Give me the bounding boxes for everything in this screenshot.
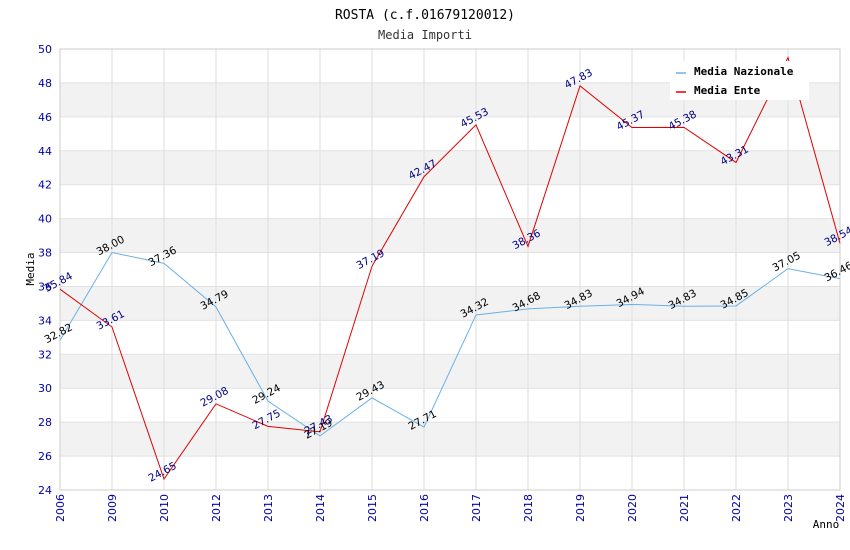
y-tick-label: 46: [38, 111, 52, 124]
x-tick-label: 2023: [782, 494, 795, 522]
chart-subtitle: Media Importi: [378, 28, 472, 42]
y-tick-label: 38: [38, 247, 52, 260]
grid-band: [60, 422, 840, 457]
x-tick-label: 2013: [262, 494, 275, 522]
x-tick-label: 2015: [366, 494, 379, 522]
x-tick-label: 2009: [106, 494, 119, 522]
x-tick-label: 2020: [626, 494, 639, 522]
y-axis-label: Media: [24, 252, 37, 285]
y-tick-label: 42: [38, 179, 52, 192]
y-tick-label: 32: [38, 348, 52, 361]
grid-band: [60, 286, 840, 321]
legend-box: [670, 61, 809, 100]
x-tick-label: 2017: [470, 494, 483, 522]
legend-label-nazionale: Media Nazionale: [694, 65, 794, 78]
y-tick-label: 44: [38, 145, 52, 158]
chart-title: ROSTA (c.f.01679120012): [335, 8, 515, 23]
x-axis-ticks: 2006 2009 2010 2012 2013 2014 2015 2016 2017 2018…: [54, 494, 847, 522]
series-line-nazionale: [59, 251, 841, 437]
x-tick-label: 2024: [834, 494, 847, 522]
x-axis-label: Anno: [813, 518, 840, 531]
plot-frame: [59, 48, 841, 491]
y-tick-label: 26: [38, 450, 52, 463]
x-tick-label: 2019: [574, 494, 587, 522]
y-tick-label: 30: [38, 382, 52, 395]
x-tick-label: 2016: [418, 494, 431, 522]
y-tick-label: 36: [38, 280, 52, 293]
series-line-ente: [59, 56, 841, 481]
x-tick-label: 2012: [210, 494, 223, 522]
legend-label-ente: Media Ente: [694, 84, 761, 97]
x-tick-label: 2018: [522, 494, 535, 522]
grid-band: [60, 218, 840, 253]
x-tick-label: 2022: [730, 494, 743, 522]
y-tick-label: 24: [38, 484, 52, 497]
x-tick-label: 2021: [678, 494, 691, 522]
y-tick-label: 40: [38, 213, 52, 226]
series-lines: [59, 56, 841, 481]
y-tick-label: 28: [38, 416, 52, 429]
y-tick-label: 48: [38, 77, 52, 90]
legend: Media Nazionale Media Ente: [670, 61, 809, 100]
grid-band: [60, 150, 840, 185]
x-tick-label: 2006: [54, 494, 67, 522]
grid-bands: [60, 48, 840, 491]
x-tick-label: 2010: [158, 494, 171, 522]
y-tick-label: 34: [38, 314, 52, 327]
y-tick-label: 50: [38, 43, 52, 56]
x-tick-label: 2014: [314, 494, 327, 522]
y-axis-ticks: 24 26 28 30 32 34 36 38 40 42 44 46 48 50: [38, 43, 52, 497]
